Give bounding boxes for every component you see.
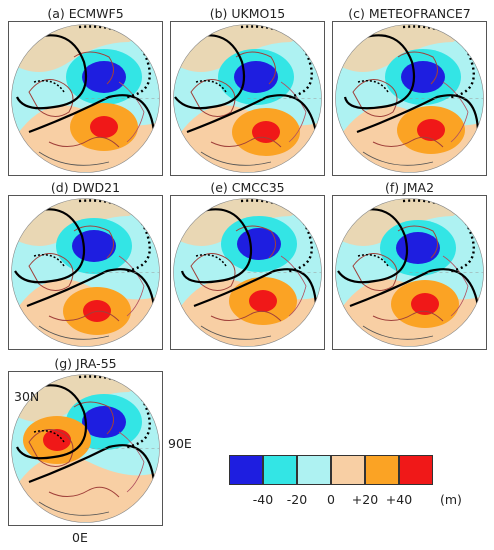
lat-label: 30N — [14, 389, 40, 404]
colorbar-tick-4: +20 — [351, 492, 379, 507]
colorbar-box-4 — [331, 455, 365, 485]
map-panel-e — [170, 195, 325, 350]
map-panel-g — [8, 371, 163, 526]
colorbar-box-6 — [399, 455, 433, 485]
panel-title-d: (d) DWD21 — [50, 180, 121, 195]
panel-title-e: (e) CMCC35 — [210, 180, 285, 195]
anomaly-map — [11, 198, 160, 347]
panel-title-a: (a) ECMWF5 — [47, 6, 124, 21]
colorbar-tick-1: -40 — [252, 492, 274, 507]
map-panel-c — [332, 21, 487, 176]
anomaly-map — [173, 24, 322, 173]
anomaly-map — [173, 198, 322, 347]
colorbar-tick-2: -20 — [286, 492, 308, 507]
colorbar-box-3 — [297, 455, 331, 485]
colorbar-tick-5: +40 — [385, 492, 413, 507]
map-panel-a — [8, 21, 163, 176]
lon-east-label: 90E — [168, 436, 192, 451]
colorbar-box-1 — [229, 455, 263, 485]
map-panel-d — [8, 195, 163, 350]
panel-title-c: (c) METEOFRANCE7 — [348, 6, 471, 21]
panel-title-g: (g) JRA-55 — [54, 356, 117, 371]
lon-zero-label: 0E — [72, 530, 88, 545]
panel-title-b: (b) UKMO15 — [209, 6, 286, 21]
map-panel-b — [170, 21, 325, 176]
colorbar-tick-3: 0 — [327, 492, 335, 507]
map-panel-f — [332, 195, 487, 350]
anomaly-map — [335, 198, 484, 347]
panel-title-f: (f) JMA2 — [384, 180, 435, 195]
colorbar-box-5 — [365, 455, 399, 485]
anomaly-map — [11, 24, 160, 173]
anomaly-map — [11, 374, 160, 523]
colorbar-unit: (m) — [440, 492, 462, 507]
anomaly-map — [335, 24, 484, 173]
colorbar-box-2 — [263, 455, 297, 485]
